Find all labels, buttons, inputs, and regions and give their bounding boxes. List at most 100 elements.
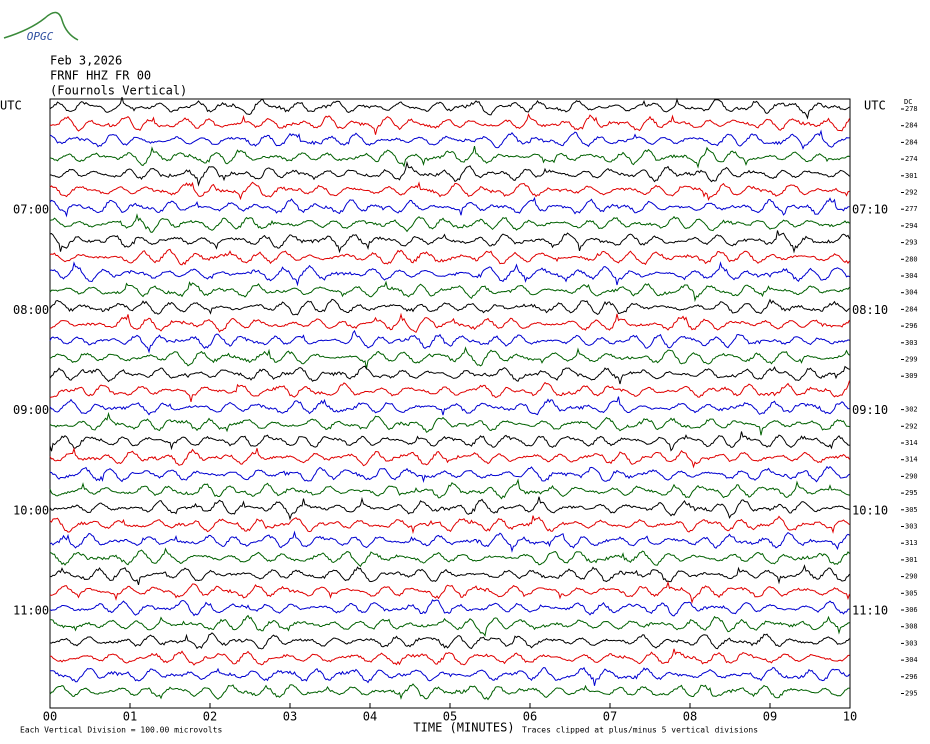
offset-label: 304 xyxy=(905,656,918,664)
trace xyxy=(49,280,850,303)
left-time-label: 08:00 xyxy=(13,303,49,317)
offset-label: 296 xyxy=(905,322,918,330)
offset-title: DC xyxy=(904,98,912,106)
scale-note: Each Vertical Division = 100.00 microvol… xyxy=(20,726,222,735)
offset-label: 295 xyxy=(905,690,918,698)
offset-label: 278 xyxy=(905,105,918,113)
x-tick-label: 08 xyxy=(683,710,697,724)
x-tick-label: 01 xyxy=(123,710,137,724)
trace xyxy=(49,329,850,354)
trace xyxy=(49,129,850,150)
trace xyxy=(49,145,850,169)
left-time-label: 10:00 xyxy=(13,503,49,517)
offset-label: 299 xyxy=(905,356,918,364)
trace xyxy=(49,160,850,187)
x-tick-label: 04 xyxy=(363,710,377,724)
trace xyxy=(49,298,850,316)
trace xyxy=(49,248,850,266)
x-tick-label: 03 xyxy=(283,710,297,724)
offset-label: 303 xyxy=(905,639,918,647)
x-tick-label: 07 xyxy=(603,710,617,724)
offset-label: 284 xyxy=(905,305,918,313)
offset-label: 306 xyxy=(905,606,918,614)
clip-note: Traces clipped at plus/minus 5 vertical … xyxy=(522,726,758,735)
offset-label: 284 xyxy=(905,138,918,146)
offset-label: 303 xyxy=(905,523,918,531)
trace xyxy=(49,181,850,201)
trace xyxy=(49,496,850,521)
left-time-label: 11:00 xyxy=(13,604,49,618)
right-time-label: 07:10 xyxy=(852,203,888,217)
offset-label: 314 xyxy=(905,439,918,447)
offset-label: 284 xyxy=(905,122,918,130)
right-time-label: 08:10 xyxy=(852,303,888,317)
station: FRNF HHZ FR 00 xyxy=(50,69,151,83)
offset-label: 304 xyxy=(905,272,918,280)
trace xyxy=(49,632,850,650)
trace xyxy=(49,666,850,686)
offset-label: 314 xyxy=(905,456,918,464)
offset-label: 277 xyxy=(905,205,918,213)
trace xyxy=(49,230,850,254)
trace xyxy=(50,614,850,638)
offset-label: 290 xyxy=(905,573,918,581)
offset-label: 313 xyxy=(905,539,918,547)
offset-label: 304 xyxy=(905,289,918,297)
offset-label: 293 xyxy=(905,239,918,247)
right-time-label: 11:10 xyxy=(852,604,888,618)
logo: OPGC xyxy=(27,30,54,43)
trace xyxy=(49,465,850,484)
right-time-label: 09:10 xyxy=(852,403,888,417)
trace xyxy=(49,380,850,403)
offset-label: 296 xyxy=(905,673,918,681)
trace xyxy=(49,411,850,436)
offset-label: 295 xyxy=(905,489,918,497)
trace xyxy=(49,564,850,586)
trace xyxy=(49,213,850,233)
trace xyxy=(49,515,850,535)
location: (Fournols Vertical) xyxy=(50,84,187,98)
trace xyxy=(49,346,850,369)
trace xyxy=(49,396,850,416)
trace xyxy=(49,365,850,385)
right-time-label: 10:10 xyxy=(852,503,888,517)
trace xyxy=(50,648,850,666)
x-tick-label: 09 xyxy=(763,710,777,724)
trace xyxy=(49,446,850,469)
trace xyxy=(49,599,850,617)
x-tick-label: 05 xyxy=(443,710,457,724)
logo-mark xyxy=(3,11,79,41)
trace xyxy=(49,261,850,287)
x-tick-label: 02 xyxy=(203,710,217,724)
x-tick-label: 00 xyxy=(43,710,57,724)
trace xyxy=(49,530,850,553)
right-axis-title: UTC xyxy=(864,99,886,113)
trace xyxy=(49,431,850,452)
offset-label: 301 xyxy=(905,556,918,564)
offset-label: 294 xyxy=(905,222,918,230)
offset-label: 303 xyxy=(905,339,918,347)
trace xyxy=(49,112,850,135)
trace xyxy=(49,580,850,605)
x-tick-label: 06 xyxy=(523,710,537,724)
left-axis-title: UTC xyxy=(0,99,22,113)
offset-label: 292 xyxy=(905,189,918,197)
offset-label: 301 xyxy=(905,172,918,180)
left-time-label: 07:00 xyxy=(13,203,49,217)
offset-label: 305 xyxy=(905,506,918,514)
offset-label: 309 xyxy=(905,372,918,380)
offset-label: 292 xyxy=(905,422,918,430)
offset-label: 305 xyxy=(905,589,918,597)
offset-label: 274 xyxy=(905,155,918,163)
trace xyxy=(49,547,850,568)
x-tick-label: 10 xyxy=(843,710,857,724)
trace xyxy=(49,96,850,120)
offset-label: 290 xyxy=(905,472,918,480)
x-axis-label: TIME (MINUTES) xyxy=(413,721,514,735)
offset-label: 280 xyxy=(905,255,918,263)
date: Feb 3,2026 xyxy=(50,54,122,68)
offset-label: 302 xyxy=(905,406,918,414)
trace xyxy=(49,312,850,334)
left-time-label: 09:00 xyxy=(13,403,49,417)
